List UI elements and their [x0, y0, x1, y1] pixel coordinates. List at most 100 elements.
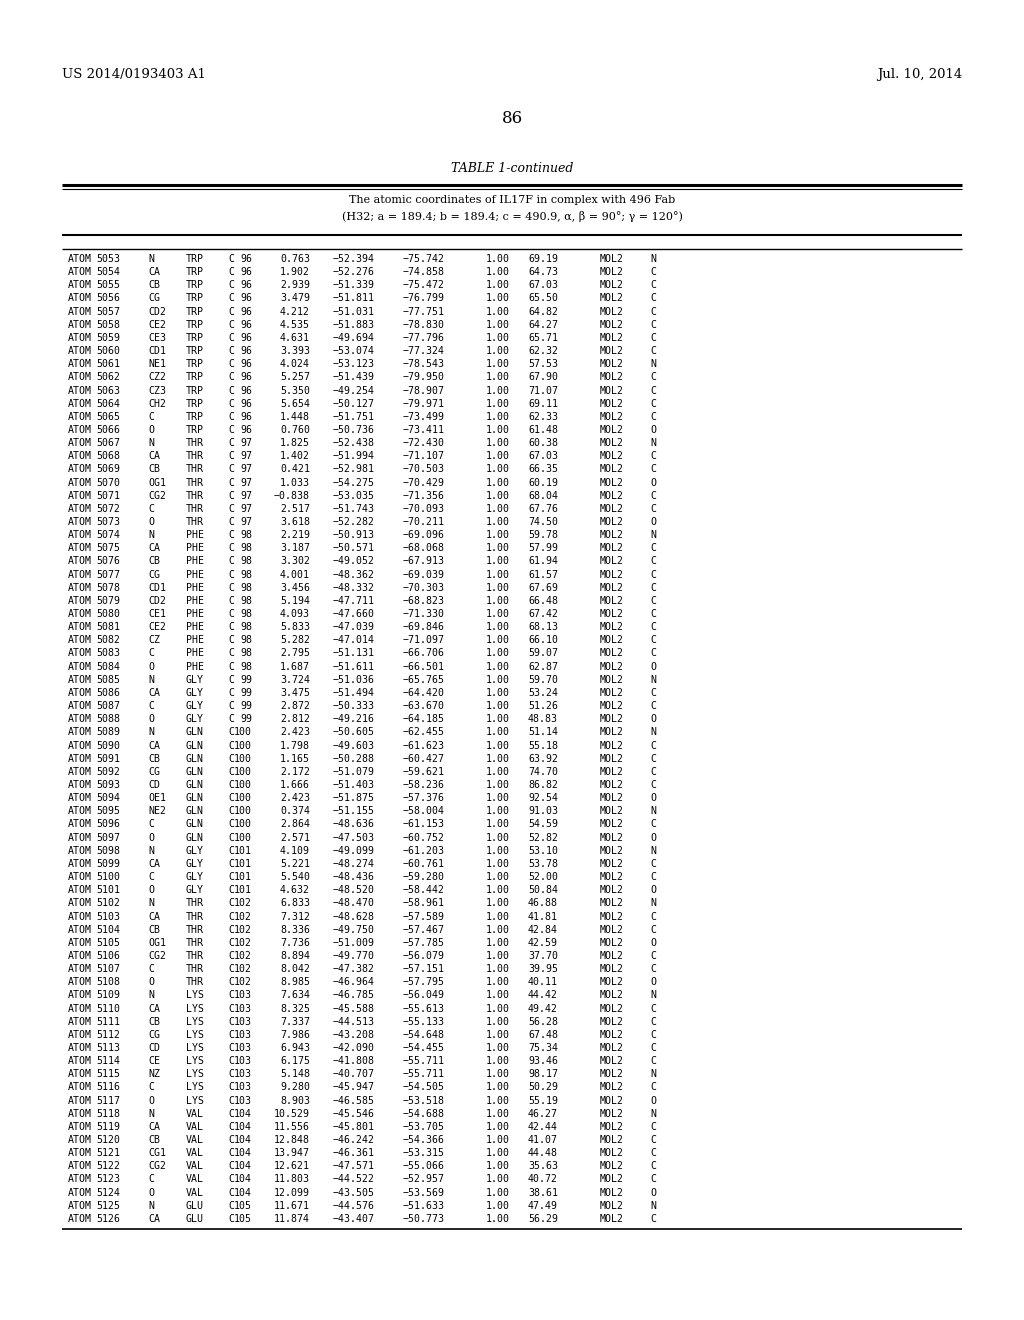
Text: ATOM: ATOM [68, 937, 92, 948]
Text: O: O [650, 937, 656, 948]
Text: MOL2: MOL2 [600, 372, 624, 383]
Text: MOL2: MOL2 [600, 661, 624, 672]
Text: 56.29: 56.29 [528, 1214, 558, 1224]
Text: CA: CA [148, 1122, 160, 1133]
Text: CA: CA [148, 451, 160, 461]
Text: 1.00: 1.00 [486, 293, 510, 304]
Text: CD2: CD2 [148, 595, 166, 606]
Text: 5110: 5110 [96, 1003, 120, 1014]
Text: 1.00: 1.00 [486, 333, 510, 343]
Text: C: C [228, 675, 234, 685]
Text: 5118: 5118 [96, 1109, 120, 1119]
Text: 1.00: 1.00 [486, 582, 510, 593]
Text: 1.902: 1.902 [280, 267, 310, 277]
Text: 99: 99 [240, 701, 252, 711]
Text: ATOM: ATOM [68, 1148, 92, 1158]
Text: 67.03: 67.03 [528, 280, 558, 290]
Text: −68.068: −68.068 [403, 544, 445, 553]
Text: 104: 104 [234, 1122, 252, 1133]
Text: 1.00: 1.00 [486, 635, 510, 645]
Text: C: C [228, 741, 234, 751]
Text: O: O [148, 714, 154, 725]
Text: 10.529: 10.529 [274, 1109, 310, 1119]
Text: −58.442: −58.442 [403, 886, 445, 895]
Text: C: C [650, 293, 656, 304]
Text: N: N [148, 438, 154, 447]
Text: C: C [650, 741, 656, 751]
Text: 42.59: 42.59 [528, 937, 558, 948]
Text: 98.17: 98.17 [528, 1069, 558, 1080]
Text: O: O [148, 977, 154, 987]
Text: CG1: CG1 [148, 1148, 166, 1158]
Text: 5055: 5055 [96, 280, 120, 290]
Text: 60.38: 60.38 [528, 438, 558, 447]
Text: 5088: 5088 [96, 714, 120, 725]
Text: LYS: LYS [186, 1096, 204, 1106]
Text: 2.795: 2.795 [280, 648, 310, 659]
Text: 7.337: 7.337 [280, 1016, 310, 1027]
Text: 5101: 5101 [96, 886, 120, 895]
Text: 97: 97 [240, 478, 252, 487]
Text: MOL2: MOL2 [600, 688, 624, 698]
Text: O: O [650, 1096, 656, 1106]
Text: MOL2: MOL2 [600, 319, 624, 330]
Text: MOL2: MOL2 [600, 886, 624, 895]
Text: 97: 97 [240, 451, 252, 461]
Text: ATOM: ATOM [68, 727, 92, 738]
Text: 66.35: 66.35 [528, 465, 558, 474]
Text: −49.750: −49.750 [333, 924, 375, 935]
Text: 5093: 5093 [96, 780, 120, 789]
Text: GLY: GLY [186, 859, 204, 869]
Text: 1.687: 1.687 [280, 661, 310, 672]
Text: ATOM: ATOM [68, 306, 92, 317]
Text: 4.093: 4.093 [280, 609, 310, 619]
Text: N: N [650, 531, 656, 540]
Text: 5085: 5085 [96, 675, 120, 685]
Text: TRP: TRP [186, 253, 204, 264]
Text: 1.00: 1.00 [486, 675, 510, 685]
Text: 5083: 5083 [96, 648, 120, 659]
Text: VAL: VAL [186, 1175, 204, 1184]
Text: −45.546: −45.546 [333, 1109, 375, 1119]
Text: ATOM: ATOM [68, 372, 92, 383]
Text: MOL2: MOL2 [600, 648, 624, 659]
Text: 98: 98 [240, 557, 252, 566]
Text: C: C [148, 412, 154, 422]
Text: −79.971: −79.971 [403, 399, 445, 409]
Text: −74.858: −74.858 [403, 267, 445, 277]
Text: 5115: 5115 [96, 1069, 120, 1080]
Text: 98: 98 [240, 661, 252, 672]
Text: ATOM: ATOM [68, 333, 92, 343]
Text: GLN: GLN [186, 780, 204, 789]
Text: 5125: 5125 [96, 1201, 120, 1210]
Text: 5092: 5092 [96, 767, 120, 777]
Text: 5116: 5116 [96, 1082, 120, 1093]
Text: C: C [148, 504, 154, 513]
Text: −56.049: −56.049 [403, 990, 445, 1001]
Text: C: C [228, 557, 234, 566]
Text: ATOM: ATOM [68, 570, 92, 579]
Text: CB: CB [148, 754, 160, 764]
Text: MOL2: MOL2 [600, 622, 624, 632]
Text: PHE: PHE [186, 595, 204, 606]
Text: C: C [650, 582, 656, 593]
Text: 1.00: 1.00 [486, 306, 510, 317]
Text: 53.24: 53.24 [528, 688, 558, 698]
Text: C: C [228, 1162, 234, 1171]
Text: 1.00: 1.00 [486, 517, 510, 527]
Text: −50.605: −50.605 [333, 727, 375, 738]
Text: −77.751: −77.751 [403, 306, 445, 317]
Text: −58.236: −58.236 [403, 780, 445, 789]
Text: The atomic coordinates of IL17F in complex with 496 Fab: The atomic coordinates of IL17F in compl… [349, 195, 675, 205]
Text: −61.153: −61.153 [403, 820, 445, 829]
Text: C: C [228, 504, 234, 513]
Text: −75.742: −75.742 [403, 253, 445, 264]
Text: 1.00: 1.00 [486, 688, 510, 698]
Text: 1.00: 1.00 [486, 648, 510, 659]
Text: 93.46: 93.46 [528, 1056, 558, 1067]
Text: GLN: GLN [186, 767, 204, 777]
Text: 102: 102 [234, 937, 252, 948]
Text: 1.00: 1.00 [486, 253, 510, 264]
Text: −71.097: −71.097 [403, 635, 445, 645]
Text: 5070: 5070 [96, 478, 120, 487]
